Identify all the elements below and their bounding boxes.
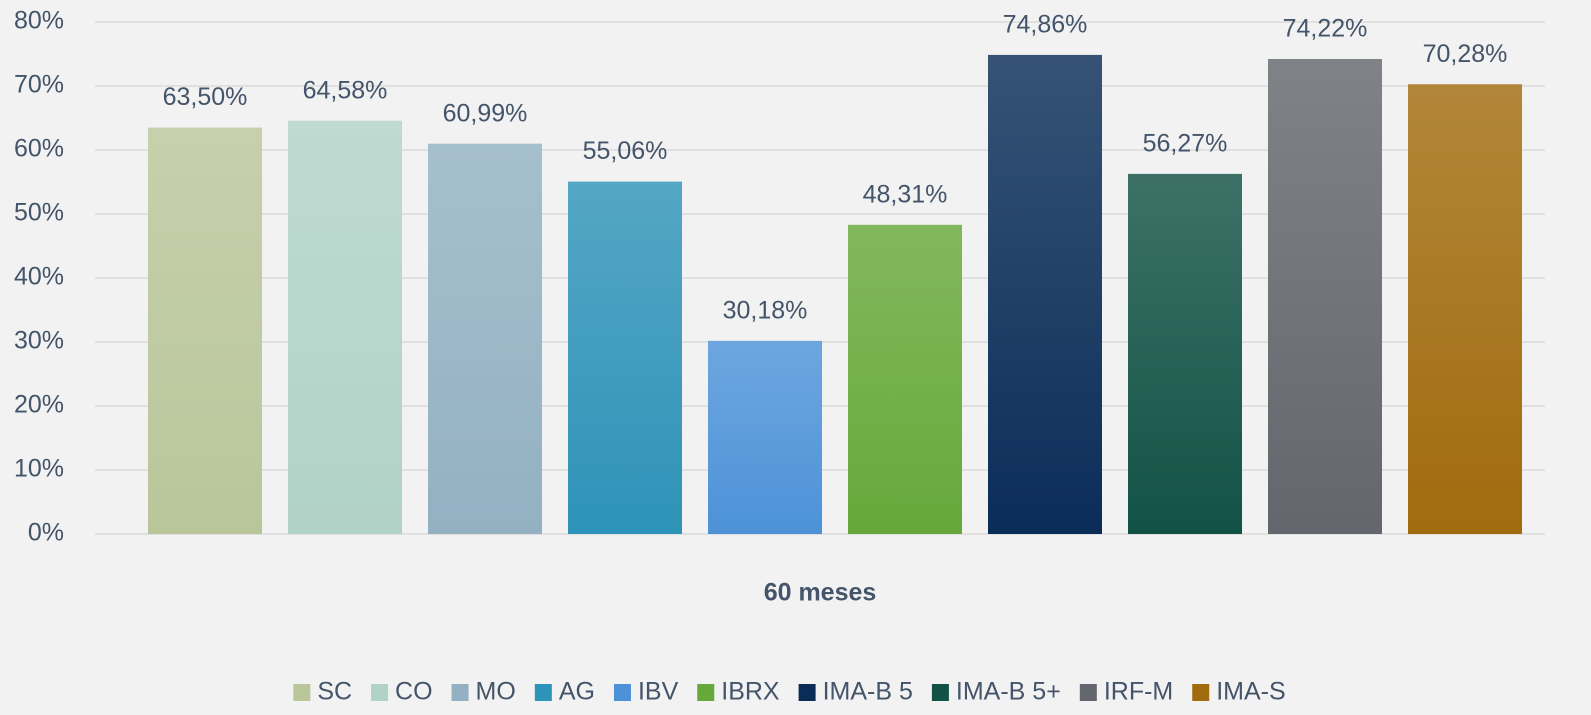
bar	[568, 181, 682, 534]
bar	[708, 340, 822, 534]
legend-label: AG	[559, 678, 595, 706]
bar	[148, 127, 262, 534]
value-label: 74,86%	[1003, 11, 1088, 39]
value-label: 64,58%	[303, 76, 388, 104]
legend-label: IRF-M	[1104, 678, 1173, 706]
legend-swatch	[451, 684, 469, 701]
y-tick-label: 50%	[14, 199, 64, 227]
legend-swatch	[1079, 684, 1097, 701]
legend-swatch	[534, 684, 552, 701]
legend-swatch	[613, 684, 631, 701]
legend-label: IBRX	[721, 678, 780, 706]
x-axis-category: 60 meses	[764, 579, 877, 607]
legend-swatch	[1192, 684, 1210, 701]
legend-label: IBV	[638, 678, 679, 706]
legend-swatch	[697, 684, 715, 701]
legend-swatch	[798, 684, 816, 701]
y-tick-label: 60%	[14, 135, 64, 163]
legend-label: SC	[317, 678, 352, 706]
y-tick-label: 40%	[14, 263, 64, 291]
bar	[1128, 173, 1242, 534]
value-label: 70,28%	[1423, 40, 1508, 68]
bar	[428, 143, 542, 534]
y-tick-label: 10%	[14, 455, 64, 483]
value-label: 60,99%	[443, 99, 528, 127]
legend-swatch	[293, 684, 311, 701]
y-tick-label: 80%	[14, 7, 64, 35]
bar	[1268, 58, 1382, 534]
legend-label: CO	[395, 678, 433, 706]
legend-swatch	[371, 684, 389, 701]
bar	[848, 224, 962, 535]
y-tick-label: 20%	[14, 391, 64, 419]
y-tick-label: 70%	[14, 71, 64, 99]
bar	[988, 54, 1102, 535]
y-tick-label: 30%	[14, 327, 64, 355]
legend-label: IMA-S	[1216, 678, 1285, 706]
bar	[1408, 84, 1522, 534]
value-label: 63,50%	[163, 83, 248, 111]
legend-swatch	[931, 684, 949, 701]
bar	[288, 120, 402, 535]
value-label: 48,31%	[863, 180, 948, 208]
value-label: 55,06%	[583, 137, 668, 165]
legend-label: MO	[476, 678, 516, 706]
value-label: 56,27%	[1143, 129, 1228, 157]
value-label: 30,18%	[723, 296, 808, 324]
legend-label: IMA-B 5	[823, 678, 913, 706]
value-label: 74,22%	[1283, 15, 1368, 43]
legend-label: IMA-B 5+	[956, 678, 1061, 706]
y-tick-label: 0%	[28, 519, 64, 547]
